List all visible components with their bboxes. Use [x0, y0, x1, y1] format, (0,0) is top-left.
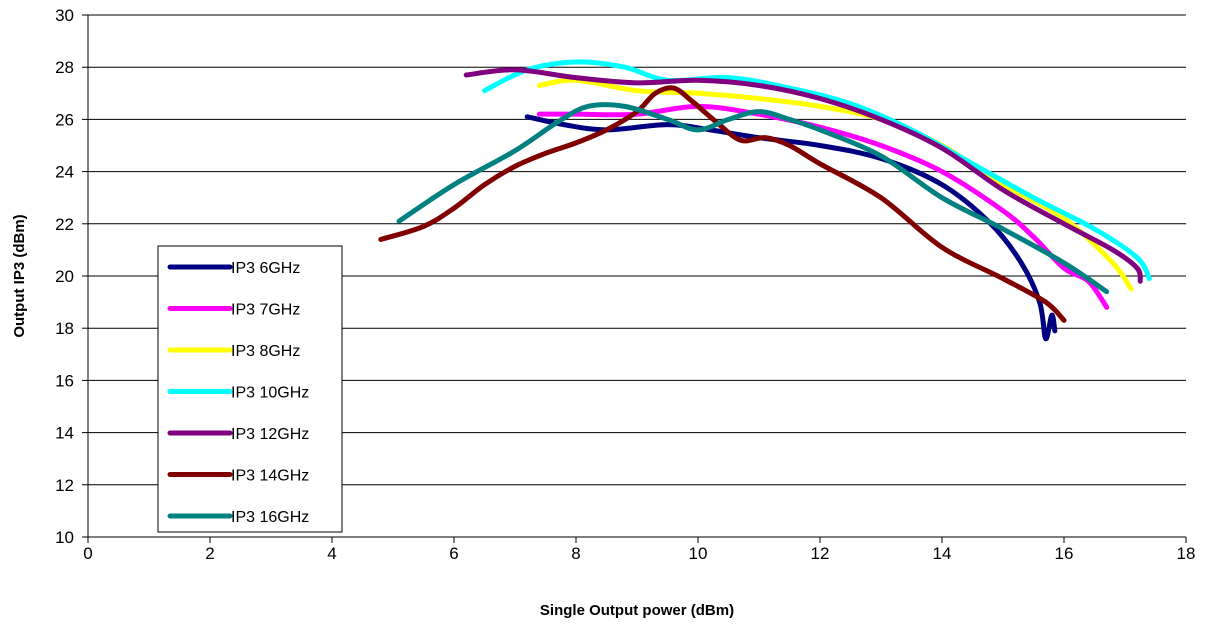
x-axis-title: Single Output power (dBm)	[540, 602, 734, 619]
y-tick-label: 14	[55, 424, 74, 443]
y-tick-label: 16	[55, 371, 74, 390]
x-tick-label: 2	[205, 544, 214, 563]
legend-label: IP3 8GHz	[231, 343, 300, 360]
legend: IP3 6GHz IP3 7GHz IP3 8GHz IP3 10GHz IP3 12G…	[157, 245, 343, 533]
y-axis-title: Output IP3 (dBm)	[11, 214, 28, 337]
y-tick-label: 26	[55, 110, 74, 129]
x-tick-label: 8	[571, 544, 580, 563]
legend-label: IP3 16GHz	[231, 509, 309, 526]
legend-label: IP3 12GHz	[231, 426, 309, 443]
y-tick-label: 10	[55, 528, 74, 547]
series-line-ip3-7ghz	[536, 103, 1110, 310]
legend-label: IP3 10GHz	[231, 385, 309, 402]
legend-label: IP3 14GHz	[231, 468, 309, 485]
y-tick-label: 28	[55, 58, 74, 77]
series-line-ip3-10ghz	[482, 59, 1152, 282]
legend-label: IP3 7GHz	[231, 302, 300, 319]
x-tick-label: 4	[327, 544, 336, 563]
y-tick-label: 20	[55, 267, 74, 286]
series-lines	[378, 59, 1152, 342]
x-tick-label: 12	[811, 544, 830, 563]
x-tick-label: 10	[689, 544, 708, 563]
legend-label: IP3 6GHz	[231, 260, 300, 277]
y-tick-label: 24	[55, 163, 74, 182]
series-line-ip3-8ghz	[536, 77, 1134, 292]
x-tick-label: 0	[83, 544, 92, 563]
x-tick-label: 16	[1055, 544, 1074, 563]
y-tick-label: 12	[55, 476, 74, 495]
x-tick-label: 18	[1177, 544, 1196, 563]
x-tick-label: 14	[933, 544, 952, 563]
series-line-ip3-12ghz	[463, 67, 1143, 284]
axes	[82, 14, 1187, 543]
y-tick-label: 22	[55, 215, 74, 234]
x-tick-label: 6	[449, 544, 458, 563]
series-line-ip3-6ghz	[524, 114, 1058, 342]
y-tick-label: 30	[55, 6, 74, 25]
series-line-ip3-14ghz	[378, 85, 1067, 323]
y-tick-label: 18	[55, 319, 74, 338]
series-line-ip3-16ghz	[396, 102, 1110, 295]
